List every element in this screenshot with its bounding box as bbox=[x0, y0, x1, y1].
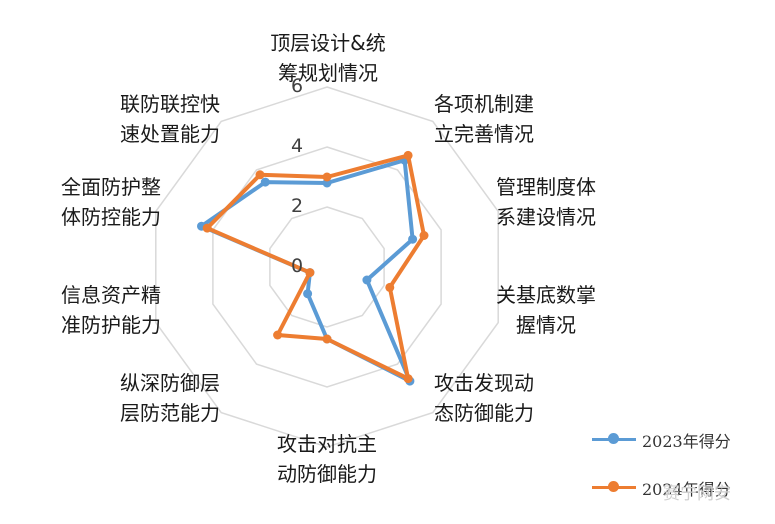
category-label-7-line-1: 准防护能力 bbox=[61, 313, 161, 337]
series-1-point-4 bbox=[403, 374, 413, 384]
category-label-6: 纵深防御层层防范能力 bbox=[95, 368, 245, 428]
grid-ring-2 bbox=[269, 206, 385, 328]
category-label-5: 攻击对抗主动防御能力 bbox=[252, 429, 402, 489]
series-1-point-5 bbox=[322, 334, 332, 344]
series-0-point-3 bbox=[362, 275, 372, 285]
category-label-8-line-0: 全面防护整 bbox=[61, 175, 161, 199]
series-1-point-0 bbox=[322, 172, 332, 182]
legend-item-2024: 2024年得分 bbox=[592, 476, 772, 524]
category-label-9: 联防联控快速处置能力 bbox=[95, 89, 245, 149]
series-line-1 bbox=[205, 153, 426, 381]
category-label-9-line-1: 速处置能力 bbox=[120, 122, 220, 146]
category-label-4: 攻击发现动态防御能力 bbox=[409, 368, 559, 428]
series-1-point-1 bbox=[403, 150, 413, 160]
category-label-1-line-0: 各项机制建 bbox=[434, 92, 534, 116]
grid-ring-6 bbox=[155, 86, 499, 448]
category-label-3-line-0: 关基底数掌 bbox=[496, 283, 596, 307]
legend-marker-2023 bbox=[608, 433, 619, 444]
series-0-point-6 bbox=[303, 289, 313, 299]
series-1-point-2 bbox=[419, 231, 429, 240]
legend-label-2023: 2023年得分 bbox=[642, 432, 731, 451]
series-1-point-7 bbox=[305, 268, 315, 278]
legend-marker-2024 bbox=[608, 481, 619, 492]
radar-series bbox=[197, 150, 429, 386]
category-label-2: 管理制度体系建设情况 bbox=[471, 172, 621, 232]
category-label-7: 信息资产精准防护能力 bbox=[36, 280, 186, 340]
legend: 2023年得分 2024年得分 bbox=[592, 428, 772, 524]
category-label-0-line-1: 筹规划情况 bbox=[278, 61, 378, 85]
series-0-point-2 bbox=[408, 234, 418, 244]
series-0-point-9 bbox=[260, 177, 270, 187]
category-label-4-line-0: 攻击发现动 bbox=[434, 371, 534, 395]
tick-label-6: 6 bbox=[290, 75, 304, 97]
category-label-3: 关基底数掌 握情况 bbox=[471, 280, 621, 340]
category-label-1-line-1: 立完善情况 bbox=[434, 122, 534, 146]
category-label-2-line-1: 系建设情况 bbox=[496, 205, 596, 229]
category-label-2-line-0: 管理制度体 bbox=[496, 175, 596, 199]
series-1-point-3 bbox=[385, 282, 395, 292]
category-label-9-line-0: 联防联控快 bbox=[120, 92, 220, 116]
series-1-point-6 bbox=[273, 330, 283, 340]
category-label-1: 各项机制建立完善情况 bbox=[409, 89, 559, 149]
tick-label-2: 2 bbox=[290, 195, 304, 217]
legend-item-2023: 2023年得分 bbox=[592, 428, 772, 476]
category-label-8: 全面防护整体防控能力 bbox=[36, 172, 186, 232]
category-label-6-line-1: 层防范能力 bbox=[120, 401, 220, 425]
watermark-text: 赛宁网安 bbox=[663, 484, 731, 504]
category-label-6-line-0: 纵深防御层 bbox=[120, 371, 220, 395]
category-label-0: 顶层设计&统 筹规划情况 bbox=[253, 28, 403, 88]
category-label-0-line-0: 顶层设计&统 bbox=[270, 31, 386, 55]
series-1-point-8 bbox=[202, 223, 212, 233]
category-label-3-line-1: 握情况 bbox=[516, 313, 576, 337]
category-label-5-line-1: 动防御能力 bbox=[277, 462, 377, 486]
category-label-4-line-1: 态防御能力 bbox=[434, 401, 534, 425]
category-label-5-line-0: 攻击对抗主 bbox=[277, 432, 377, 456]
legend-label-2024: 2024年得分 bbox=[642, 480, 731, 499]
category-label-7-line-0: 信息资产精 bbox=[61, 283, 161, 307]
series-1-point-9 bbox=[255, 170, 265, 180]
tick-label-4: 4 bbox=[290, 135, 304, 157]
category-label-8-line-1: 体防控能力 bbox=[61, 205, 161, 229]
tick-label-0: 0 bbox=[290, 255, 304, 277]
